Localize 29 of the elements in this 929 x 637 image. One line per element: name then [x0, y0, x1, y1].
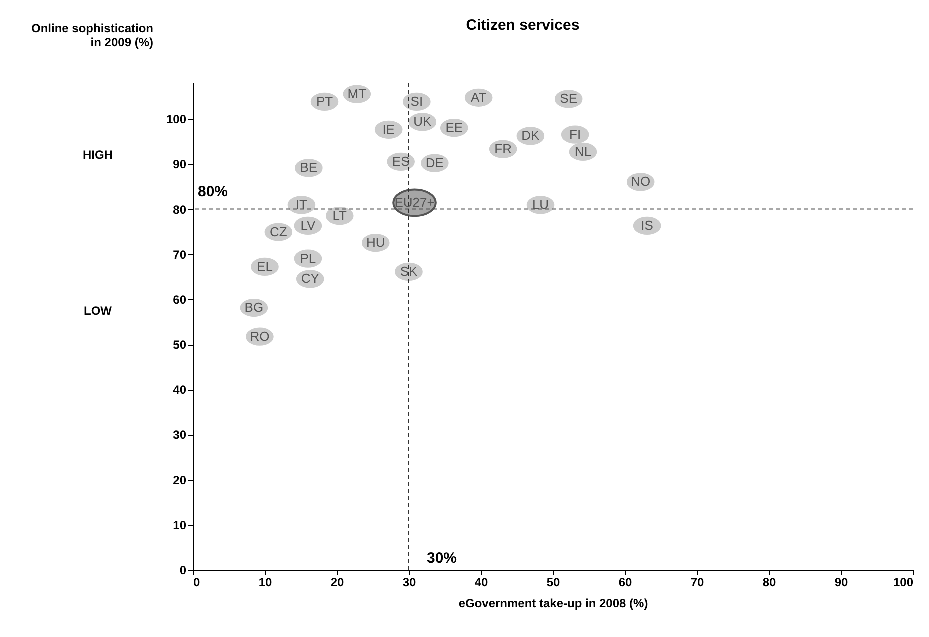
x-tick-label: 90: [834, 576, 848, 590]
text: LOW: [84, 304, 113, 318]
x-tick-label: 70: [690, 576, 704, 590]
x-axis-title: eGovernment take-up in 2008 (%): [458, 596, 648, 610]
y-tick-label: 30: [173, 428, 187, 442]
y-axis-title: Online sophistication in 2009 (%): [31, 22, 154, 50]
x-tick-label: 40: [474, 576, 488, 590]
y-tick-label: 90: [173, 158, 187, 172]
x-tick-label: 0: [194, 576, 200, 590]
x-tick-label: 100: [893, 576, 914, 590]
y-tick-label: 100: [166, 112, 187, 127]
y-tick-label: 70: [173, 248, 187, 262]
ref-line-label: 30%: [427, 550, 458, 567]
y-tick-label: 0: [180, 564, 187, 578]
x-tick-label: 10: [258, 576, 272, 590]
y-tick-label: 60: [173, 292, 187, 307]
x-tick-label: 50: [546, 576, 560, 590]
y-tick-label: 80: [173, 202, 187, 217]
text: HIGH: [83, 148, 113, 162]
ref-line-label: 80%: [198, 183, 228, 200]
x-tick-label: 60: [618, 576, 632, 590]
x-tick-label: 80: [762, 576, 776, 590]
y-tick-label: 20: [173, 473, 187, 488]
y-tick-label: 40: [173, 383, 187, 398]
y-tick-label: 10: [173, 518, 187, 532]
chart-title: Citizen services: [466, 17, 580, 34]
x-tick-label: 20: [330, 576, 344, 590]
y-tick-label: 50: [173, 338, 187, 352]
x-tick-label: 30: [402, 576, 416, 590]
